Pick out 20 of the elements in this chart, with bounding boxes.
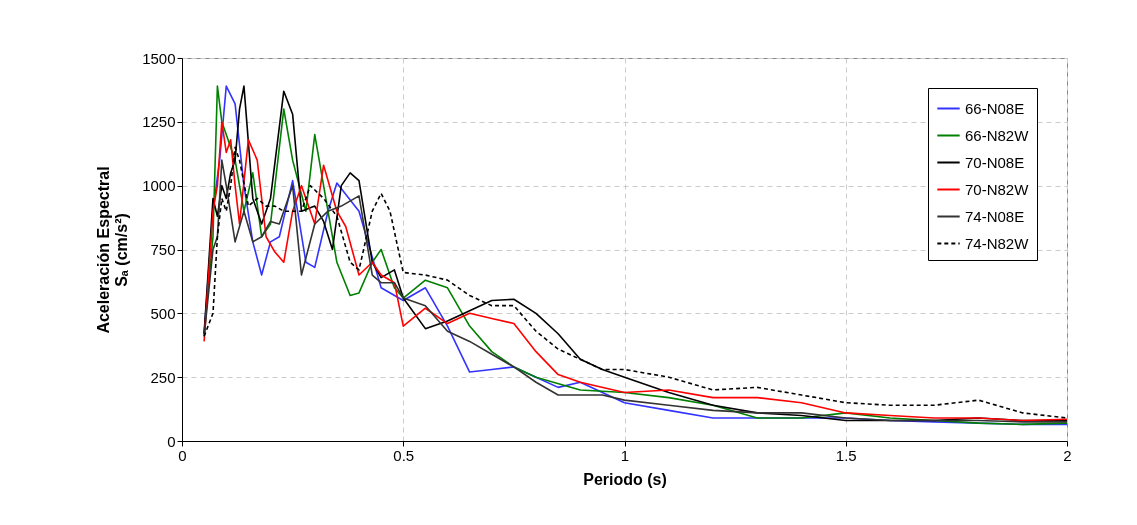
x-tick-label: 1	[620, 446, 630, 464]
x-tick-label: 1.5	[835, 446, 857, 464]
x-axis-title: Periodo (s)	[583, 470, 667, 488]
legend-label: 74-N82W	[965, 234, 1030, 252]
y-tick-label: 750	[150, 241, 176, 258]
legend-label: 70-N08E	[965, 153, 1025, 171]
y-tick-label: 0	[167, 432, 176, 450]
y-tick-label: 1000	[142, 177, 176, 195]
legend-label: 70-N82W	[965, 180, 1030, 198]
x-tick-label: 2	[1063, 446, 1072, 464]
legend-label: 66-N08E	[965, 99, 1025, 117]
y-tick-label: 250	[150, 368, 176, 386]
y-tick-label: 1500	[142, 49, 176, 67]
x-tick-label: 0	[178, 446, 187, 464]
y-tick-label: 500	[150, 304, 176, 322]
y-axis-title: Aceleración Espectral Sₐ (cm/s²)	[95, 166, 131, 334]
legend-label: 66-N82W	[965, 126, 1030, 144]
legend-label: 74-N08E	[965, 207, 1025, 225]
x-tick-label: 0.5	[393, 446, 415, 464]
y-tick-label: 1250	[142, 113, 176, 131]
